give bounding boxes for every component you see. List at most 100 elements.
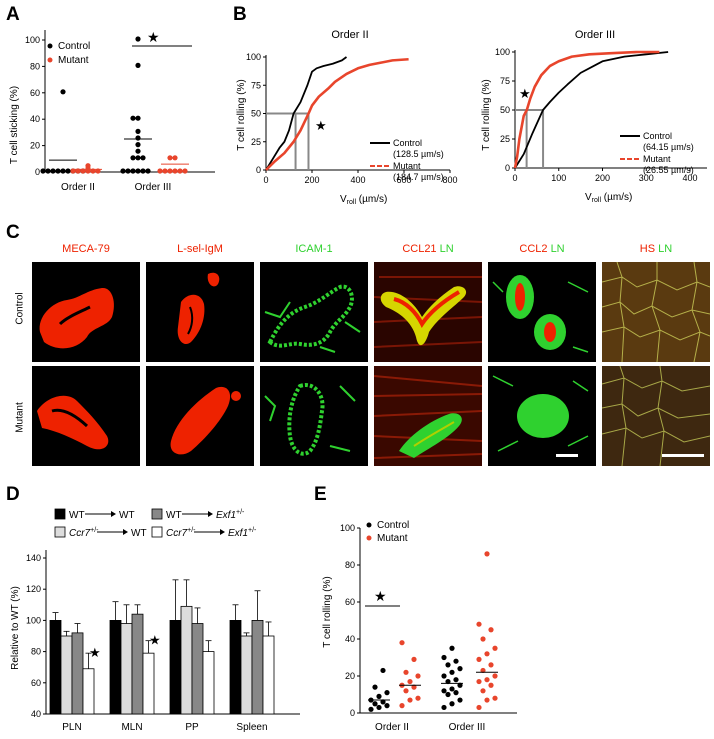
significance-star: ★ (147, 29, 160, 45)
data-point (403, 688, 409, 694)
panel-label-c: C (6, 222, 20, 243)
legend-swatch (151, 508, 163, 520)
legend-arrow-head (111, 511, 116, 517)
panel-a-ytick-label: 0 (35, 167, 40, 177)
legend-swatch (54, 526, 66, 538)
data-point (441, 688, 447, 694)
panel-d-chart: Relative to WT (%) 40 60 80 100 120 140 ★ ★ WT… (10, 508, 300, 733)
panel-d-xtick: MLN (121, 722, 142, 733)
data-point (445, 678, 451, 685)
significance-star: ★ (89, 645, 101, 660)
data-point (457, 682, 463, 688)
panel-b2-xlabel: Vroll (µm/s) (585, 192, 632, 204)
bar (229, 620, 242, 715)
panel-b1-xlabel: Vroll (µm/s) (340, 194, 387, 206)
data-point (368, 706, 374, 712)
mutant-curve (265, 57, 409, 171)
legend-control-median: (64.15 µm/s) (643, 142, 694, 152)
data-point (403, 669, 409, 675)
panel-a-ytick-label: 80 (30, 61, 40, 71)
panel-a-chart: T cell sticking (%) 0 20 40 60 80 100 Control… (9, 29, 215, 193)
legend-mutant-label: Mutant (393, 161, 421, 171)
panel-d-ytick-label: 60 (31, 678, 41, 688)
panel-b1-ylabel: T cell rolling (%) (236, 79, 247, 151)
data-point (380, 699, 386, 705)
data-point (140, 155, 146, 161)
ytick-label: 50 (500, 105, 510, 115)
panel-label-b: B (233, 4, 247, 25)
bar (240, 635, 253, 715)
bar (60, 635, 73, 715)
panel-d-ylabel: Relative to WT (%) (10, 586, 21, 670)
micrograph-image (260, 262, 368, 362)
data-point (480, 667, 486, 674)
data-point (125, 168, 131, 174)
panel-e-ytick-label: 60 (345, 597, 355, 607)
panel-a-ytick-label: 40 (30, 114, 40, 124)
legend-to: WT (131, 528, 147, 539)
data-point (492, 695, 498, 701)
data-point (488, 682, 494, 688)
data-point (492, 645, 498, 651)
xtick-label: 200 (595, 173, 610, 183)
data-point (157, 168, 163, 174)
stain-title-part: ICAM-1 (295, 243, 333, 255)
micrograph-image (32, 262, 140, 362)
data-point (145, 168, 151, 174)
micrograph-image (488, 366, 596, 466)
panel-b2-ylabel: T cell rolling (%) (481, 79, 492, 151)
data-point (135, 142, 141, 148)
stain-title-part: LN (550, 243, 565, 255)
legend-control-label: Control (643, 131, 672, 141)
data-point (488, 662, 494, 668)
panel-d-ytick-label: 140 (26, 553, 41, 563)
data-point (167, 155, 173, 161)
panel-a-xtick-1: Order III (135, 182, 172, 193)
ytick-label: 100 (495, 47, 510, 57)
data-point (480, 636, 486, 642)
data-point (182, 168, 188, 174)
xtick-label: 200 (304, 175, 319, 185)
data-point (135, 115, 141, 121)
data-point (476, 656, 482, 662)
stain-title-part: LN (658, 243, 673, 255)
panel-d-xtick: PP (185, 722, 199, 733)
legend-mutant-label: Mutant (377, 533, 408, 544)
ytick-label: 25 (500, 134, 510, 144)
data-point (130, 155, 136, 161)
panel-a-ytick-label: 60 (30, 88, 40, 98)
control-curve (514, 51, 669, 169)
xtick-label: 800 (442, 175, 457, 185)
mutant-curve (513, 50, 660, 169)
panel-e-xtick-0: Order II (375, 722, 409, 733)
data-point (384, 703, 390, 709)
legend-swatch (151, 526, 163, 538)
data-point (484, 651, 490, 657)
data-point (65, 168, 71, 174)
data-point (457, 697, 463, 703)
data-point (476, 704, 482, 711)
data-point (140, 168, 146, 174)
data-point (407, 678, 413, 685)
panel-label-d: D (6, 484, 20, 505)
legend-from: Ccr7+/- (166, 527, 196, 539)
panel-b-order-iii-chart: Order III T cell rolling (%) 0 25 50 75 100 0… (481, 29, 707, 204)
stain-title-5: HS LN (602, 243, 710, 255)
data-point (85, 163, 91, 169)
micrograph-image (374, 262, 482, 362)
significance-star: ★ (374, 588, 387, 604)
legend-control-marker (47, 43, 53, 49)
legend-mutant-median: (184.7 µm/s) (393, 172, 444, 182)
panel-d-ytick-label: 40 (31, 709, 41, 719)
stain-title-part: CCL2 (519, 243, 551, 255)
legend-mutant-median: (26.55 µm/s) (643, 165, 694, 175)
panel-e-ytick-label: 0 (350, 708, 355, 718)
legend-mutant-marker (366, 535, 372, 541)
data-point (449, 645, 455, 651)
panel-d-ytick-label: 100 (26, 615, 41, 625)
ytick-label: 0 (256, 165, 261, 175)
data-point (488, 627, 494, 633)
data-point (40, 168, 46, 174)
bar (142, 652, 155, 715)
ytick-label: 75 (500, 76, 510, 86)
